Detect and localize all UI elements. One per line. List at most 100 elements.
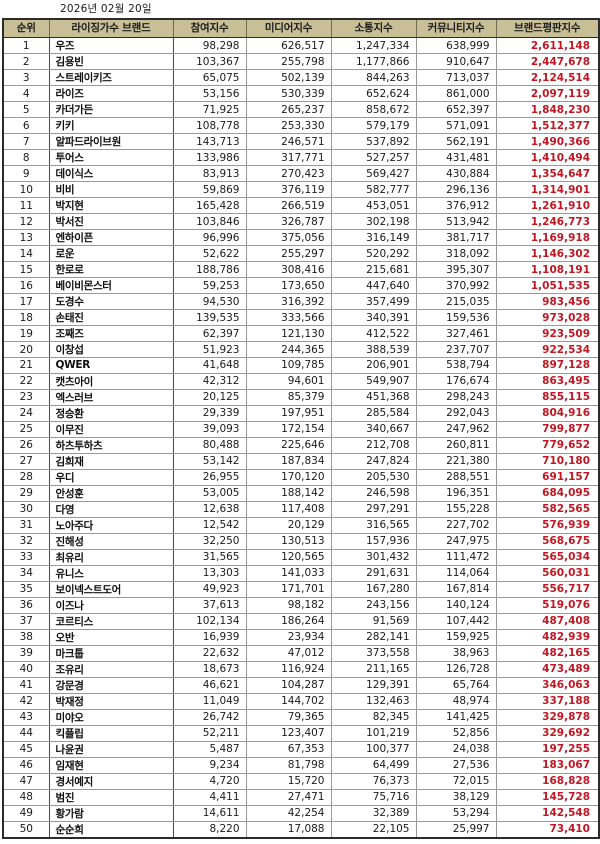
cell-participation: 13,303: [173, 565, 247, 582]
cell-participation: 59,869: [173, 181, 247, 198]
cell-brand: 박재정: [49, 693, 174, 710]
cell-total-reputation: 473,489: [495, 661, 599, 678]
cell-total-reputation: 1,108,191: [495, 261, 599, 278]
table-row: 1 우즈 98,298 626,517 1,247,334 638,999 2,611,14…: [3, 37, 599, 54]
table-row: 39 마크툽 22,632 47,012 373,558 38,963 482,165: [3, 645, 599, 662]
table-row: 42 박재정 11,049 144,702 132,463 48,974 337,188: [3, 693, 599, 710]
cell-rank: 47: [3, 773, 50, 790]
cell-communication: 316,149: [331, 229, 417, 246]
cell-total-reputation: 1,354,647: [495, 165, 599, 182]
cell-rank: 37: [3, 613, 50, 630]
cell-total-reputation: 983,456: [495, 293, 599, 310]
cell-brand: 키키: [49, 117, 174, 134]
cell-community: 298,243: [416, 389, 497, 406]
cell-participation: 59,253: [173, 277, 247, 294]
cell-total-reputation: 582,565: [495, 501, 599, 518]
cell-participation: 5,487: [173, 741, 247, 758]
column-header-brand: 라이징가수 브랜드: [49, 19, 174, 38]
cell-brand: 엑스러브: [49, 389, 174, 406]
cell-participation: 29,339: [173, 405, 247, 422]
table-row: 11 박지현 165,428 266,519 453,051 376,912 1,261,9…: [3, 197, 599, 214]
cell-brand: 순순희: [49, 821, 174, 838]
cell-media: 326,787: [246, 213, 332, 230]
cell-communication: 302,198: [331, 213, 417, 230]
cell-total-reputation: 73,410: [495, 821, 599, 838]
cell-communication: 340,667: [331, 421, 417, 438]
cell-communication: 569,427: [331, 165, 417, 182]
cell-brand: 임재현: [49, 757, 174, 774]
cell-rank: 1: [3, 37, 50, 54]
cell-communication: 451,368: [331, 389, 417, 406]
cell-media: 244,365: [246, 341, 332, 358]
cell-community: 562,191: [416, 133, 497, 150]
cell-participation: 71,925: [173, 101, 247, 118]
cell-media: 225,646: [246, 437, 332, 454]
table-row: 45 나윤권 5,487 67,353 100,377 24,038 197,255: [3, 741, 599, 758]
cell-community: 652,397: [416, 101, 497, 118]
column-header-media: 미디어지수: [246, 19, 332, 38]
cell-media: 626,517: [246, 37, 332, 54]
cell-media: 265,237: [246, 101, 332, 118]
cell-rank: 14: [3, 245, 50, 262]
cell-brand: 정승환: [49, 405, 174, 422]
cell-media: 94,601: [246, 373, 332, 390]
cell-rank: 12: [3, 213, 50, 230]
column-header-total: 브랜드평판지수: [496, 19, 599, 38]
cell-brand: 최유리: [49, 549, 174, 566]
cell-community: 52,856: [416, 725, 497, 742]
cell-total-reputation: 482,939: [495, 629, 599, 646]
table-row: 17 도경수 94,530 316,392 357,499 215,035 983,456: [3, 293, 599, 310]
cell-participation: 53,005: [173, 485, 247, 502]
cell-media: 109,785: [246, 357, 332, 374]
table-row: 31 노아주다 12,542 20,129 316,565 227,702 576,939: [3, 517, 599, 534]
cell-brand: 손태진: [49, 309, 174, 326]
cell-total-reputation: 168,828: [495, 773, 599, 790]
cell-rank: 41: [3, 677, 50, 694]
cell-total-reputation: 922,534: [495, 341, 599, 358]
column-header-participation: 참여지수: [173, 19, 247, 38]
cell-media: 17,088: [246, 821, 332, 838]
cell-community: 713,037: [416, 69, 497, 86]
cell-communication: 32,389: [331, 805, 417, 822]
cell-communication: 582,777: [331, 181, 417, 198]
table-row: 36 이즈나 37,613 98,182 243,156 140,124 519,076: [3, 597, 599, 614]
cell-brand: 베이비몬스터: [49, 277, 174, 294]
cell-brand: 킥플립: [49, 725, 174, 742]
cell-participation: 26,955: [173, 469, 247, 486]
cell-total-reputation: 1,246,773: [495, 213, 599, 230]
table-row: 33 최유리 31,565 120,565 301,432 111,472 565,034: [3, 549, 599, 566]
cell-participation: 103,367: [173, 53, 247, 70]
cell-brand: 안성훈: [49, 485, 174, 502]
cell-brand: 김용빈: [49, 53, 174, 70]
cell-communication: 537,892: [331, 133, 417, 150]
cell-brand: 하츠투하츠: [49, 437, 174, 454]
cell-total-reputation: 560,031: [495, 565, 599, 582]
cell-total-reputation: 197,255: [495, 741, 599, 758]
table-header: 순위 라이징가수 브랜드 참여지수 미디어지수 소통지수 커뮤니티지수 브랜드평…: [3, 19, 599, 38]
cell-rank: 49: [3, 805, 50, 822]
column-header-rank: 순위: [3, 19, 50, 38]
cell-total-reputation: 329,692: [495, 725, 599, 742]
cell-media: 172,154: [246, 421, 332, 438]
cell-communication: 91,569: [331, 613, 417, 630]
table-row: 46 임재현 9,234 81,798 64,499 27,536 183,067: [3, 757, 599, 774]
cell-media: 171,701: [246, 581, 332, 598]
cell-rank: 36: [3, 597, 50, 614]
cell-rank: 31: [3, 517, 50, 534]
table-row: 25 이무진 39,093 172,154 340,667 247,962 799,877: [3, 421, 599, 438]
cell-communication: 212,708: [331, 437, 417, 454]
cell-community: 141,425: [416, 709, 497, 726]
cell-brand: QWER: [49, 357, 174, 374]
cell-rank: 9: [3, 165, 50, 182]
cell-total-reputation: 779,652: [495, 437, 599, 454]
cell-media: 98,182: [246, 597, 332, 614]
cell-brand: 도경수: [49, 293, 174, 310]
cell-participation: 4,411: [173, 789, 247, 806]
cell-participation: 39,093: [173, 421, 247, 438]
cell-participation: 8,220: [173, 821, 247, 838]
table-row: 41 강문경 46,621 104,287 129,391 65,764 346,063: [3, 677, 599, 694]
cell-communication: 549,907: [331, 373, 417, 390]
table-row: 7 알파드라이브원 143,713 246,571 537,892 562,191 1,49…: [3, 133, 599, 150]
cell-community: 107,442: [416, 613, 497, 630]
